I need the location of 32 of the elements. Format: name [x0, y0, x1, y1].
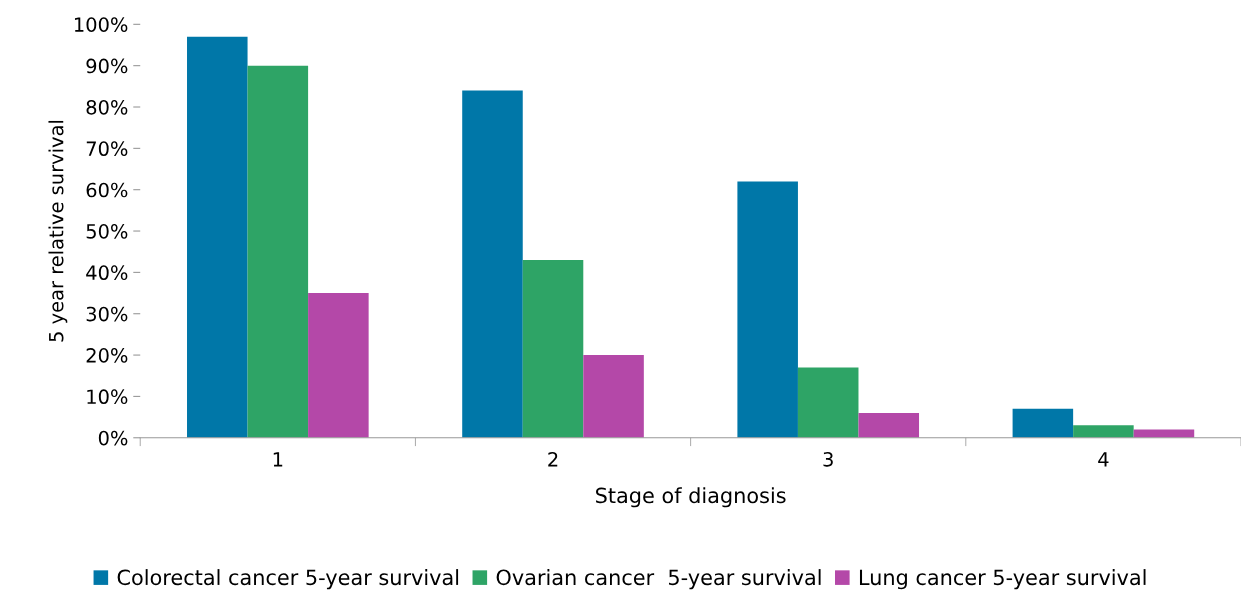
bar: [1012, 408, 1074, 438]
bar: [462, 90, 523, 438]
bar: [1133, 429, 1195, 438]
y-tick-label: 100%: [74, 17, 128, 32]
bar: [247, 65, 309, 438]
bar: [737, 181, 798, 438]
y-tick-label: 30%: [86, 306, 128, 322]
bar: [583, 355, 644, 438]
bar: [797, 367, 859, 438]
x-tick-label: 3: [823, 451, 833, 467]
y-axis-title: 5 year relative survival: [48, 120, 68, 342]
y-tick-label: 10%: [87, 389, 128, 405]
bar: [308, 293, 369, 438]
x-tick-label: 1: [273, 452, 283, 467]
x-tick-label: 2: [548, 451, 558, 467]
legend-label: Ovarian cancer 5-year survival: [496, 569, 821, 590]
y-tick-label: 60%: [86, 182, 128, 198]
y-tick-label: 20%: [86, 348, 128, 363]
legend-label: Colorectal cancer 5-year survival: [117, 569, 459, 590]
bar: [858, 412, 920, 438]
bar: [522, 259, 584, 438]
y-tick-label: 80%: [86, 99, 128, 115]
y-tick-label: 50%: [86, 224, 128, 239]
bar: [1073, 425, 1134, 438]
bar: [187, 36, 248, 438]
y-tick-label: 0%: [98, 430, 128, 446]
legend-label: Lung cancer 5-year survival: [859, 569, 1146, 590]
y-tick-label: 40%: [86, 265, 128, 281]
y-tick-label: 70%: [86, 141, 128, 157]
x-axis-title: Stage of diagnosis: [596, 487, 786, 508]
y-tick-label: 90%: [86, 58, 128, 74]
x-tick-label: 4: [1098, 452, 1109, 467]
